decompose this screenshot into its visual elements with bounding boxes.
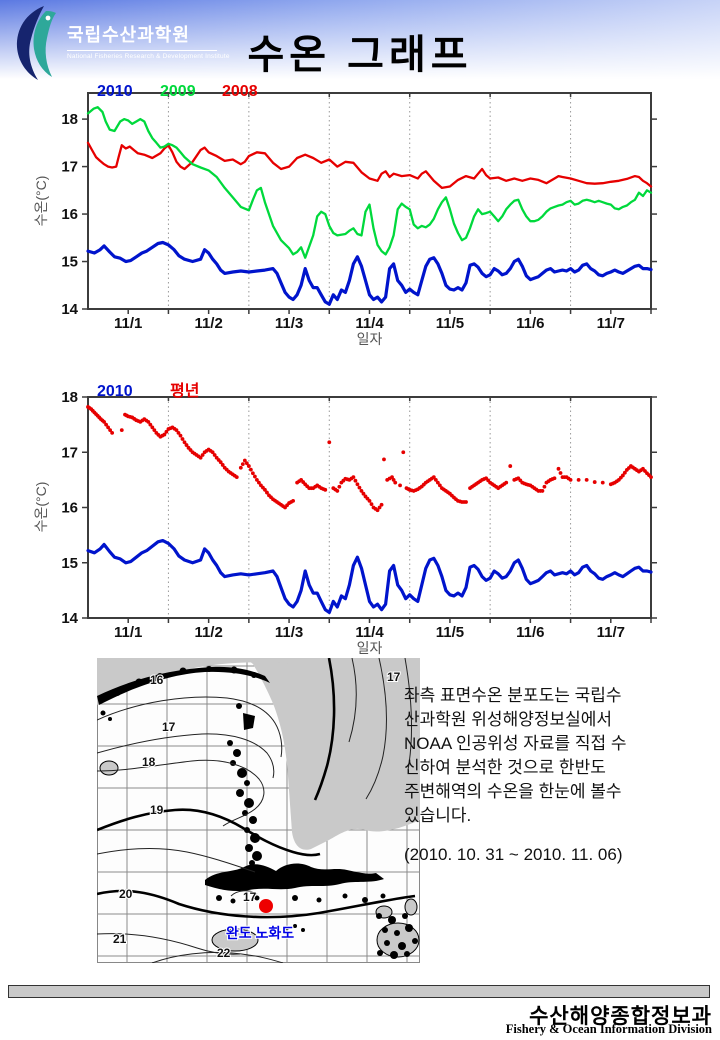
description-line: 좌측 표면수온 분포도는 국립수 bbox=[404, 686, 622, 705]
svg-text:2008: 2008 bbox=[222, 85, 258, 100]
land-masses bbox=[97, 658, 420, 958]
svg-text:11/1: 11/1 bbox=[114, 315, 142, 332]
svg-text:17: 17 bbox=[243, 890, 257, 904]
svg-text:18: 18 bbox=[142, 755, 156, 769]
svg-text:14: 14 bbox=[61, 610, 78, 627]
svg-text:11/4: 11/4 bbox=[355, 315, 384, 332]
svg-text:수온(°C): 수온(°C) bbox=[33, 482, 49, 533]
svg-text:21: 21 bbox=[113, 932, 127, 946]
svg-text:11/6: 11/6 bbox=[516, 624, 544, 641]
svg-text:평년: 평년 bbox=[170, 381, 199, 400]
svg-text:11/3: 11/3 bbox=[275, 624, 303, 641]
header: 국립수산과학원 National Fisheries Research & De… bbox=[0, 0, 720, 88]
logo-text: 국립수산과학원 National Fisheries Research & De… bbox=[67, 21, 230, 60]
svg-text:17: 17 bbox=[387, 670, 401, 684]
fish-logo-icon bbox=[16, 6, 56, 80]
svg-text:11/7: 11/7 bbox=[597, 315, 625, 332]
station-label: 완도 노화도 bbox=[226, 925, 294, 941]
svg-text:16: 16 bbox=[61, 206, 78, 223]
svg-text:16: 16 bbox=[61, 500, 78, 517]
logo-divider bbox=[67, 50, 217, 51]
description-line: 주변해역의 수온을 한눈에 볼수 bbox=[404, 782, 622, 801]
description-line: 있습니다. bbox=[404, 806, 472, 825]
page-title: 수온 그래프 bbox=[247, 33, 473, 77]
nfrdi-logo: 국립수산과학원 National Fisheries Research & De… bbox=[8, 3, 230, 83]
svg-text:17: 17 bbox=[162, 720, 176, 734]
svg-text:11/2: 11/2 bbox=[194, 624, 222, 641]
svg-text:18: 18 bbox=[61, 111, 78, 128]
station-marker-dot bbox=[259, 899, 273, 913]
svg-text:11/6: 11/6 bbox=[516, 315, 544, 332]
svg-text:17: 17 bbox=[61, 444, 78, 461]
svg-text:11/5: 11/5 bbox=[436, 315, 464, 332]
division-name-en: Fishery & Ocean Information Division bbox=[505, 1022, 712, 1036]
contour-lines bbox=[97, 658, 413, 963]
sst-contour-map: 16 17 18 19 20 21 22 17 17 완도 노화도 bbox=[97, 658, 420, 963]
svg-text:17: 17 bbox=[61, 159, 78, 176]
svg-text:15: 15 bbox=[61, 254, 78, 271]
svg-text:11/4: 11/4 bbox=[355, 624, 384, 641]
description-line: NOAA 인공위성 자료를 직접 수 bbox=[404, 734, 627, 753]
description-line: 신하여 분석한 것으로 한반도 bbox=[404, 758, 606, 777]
svg-text:11/3: 11/3 bbox=[275, 315, 303, 332]
division-name: 수산해양종합정보과 bbox=[529, 1005, 712, 1028]
svg-text:일자: 일자 bbox=[357, 331, 383, 347]
svg-text:2010: 2010 bbox=[97, 85, 133, 100]
svg-text:14: 14 bbox=[61, 301, 78, 318]
map-contour-labels: 16 17 18 19 20 21 22 17 17 bbox=[112, 669, 402, 961]
svg-text:19: 19 bbox=[150, 803, 164, 817]
svg-text:2010: 2010 bbox=[97, 383, 133, 400]
svg-text:11/2: 11/2 bbox=[194, 315, 222, 332]
chart-normal-vs-2010: 14 15 16 17 18 11/1 11/2 11/3 11/4 11/5 11/6 11/7 일자… bbox=[33, 381, 657, 656]
description: 좌측 표면수온 분포도는 국립수 산과학원 위성해양정보실에서 NOAA 인공위… bbox=[404, 684, 704, 867]
logo-org-name-en: National Fisheries Research & Developmen… bbox=[67, 53, 230, 60]
svg-text:18: 18 bbox=[61, 389, 78, 406]
svg-text:11/5: 11/5 bbox=[436, 624, 464, 641]
contour-lines-bold bbox=[97, 658, 416, 919]
observation-period: (2010. 10. 31 ~ 2010. 11. 06) bbox=[404, 845, 623, 864]
svg-text:20: 20 bbox=[119, 887, 133, 901]
svg-text:일자: 일자 bbox=[357, 640, 383, 656]
svg-text:2009: 2009 bbox=[160, 85, 196, 100]
svg-text:11/1: 11/1 bbox=[114, 624, 142, 641]
svg-text:16: 16 bbox=[150, 673, 164, 687]
footer-divider-bar bbox=[8, 985, 710, 998]
description-line: 산과학원 위성해양정보실에서 bbox=[404, 710, 613, 729]
chart-yearly-temperature: 14 15 16 17 18 11/1 11/2 11/3 11/4 11/5 11/6 11/7 일자… bbox=[33, 85, 657, 347]
svg-text:22: 22 bbox=[217, 946, 231, 960]
svg-text:수온(°C): 수온(°C) bbox=[33, 176, 49, 227]
svg-text:15: 15 bbox=[61, 555, 78, 572]
logo-org-name: 국립수산과학원 bbox=[67, 25, 190, 45]
svg-text:11/7: 11/7 bbox=[597, 624, 625, 641]
